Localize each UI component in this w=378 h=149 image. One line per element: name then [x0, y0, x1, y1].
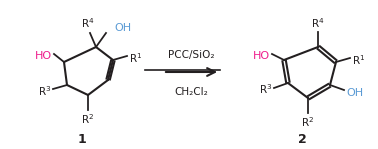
Text: R$^1$: R$^1$	[352, 53, 365, 67]
Text: R$^3$: R$^3$	[38, 84, 51, 98]
Text: R$^1$: R$^1$	[129, 51, 142, 65]
Text: R$^4$: R$^4$	[81, 16, 95, 30]
Text: 1: 1	[77, 133, 87, 146]
Text: R$^2$: R$^2$	[81, 112, 94, 126]
Text: OH: OH	[346, 88, 363, 98]
Text: R$^2$: R$^2$	[301, 115, 314, 129]
Text: HO: HO	[35, 51, 52, 61]
Text: R$^3$: R$^3$	[259, 82, 272, 96]
Text: HO: HO	[253, 51, 270, 61]
Text: 2: 2	[297, 133, 307, 146]
Text: CH₂Cl₂: CH₂Cl₂	[174, 87, 208, 97]
Text: OH: OH	[114, 23, 131, 33]
Text: PCC/SiO₂: PCC/SiO₂	[168, 50, 214, 60]
Text: R$^4$: R$^4$	[311, 16, 325, 30]
